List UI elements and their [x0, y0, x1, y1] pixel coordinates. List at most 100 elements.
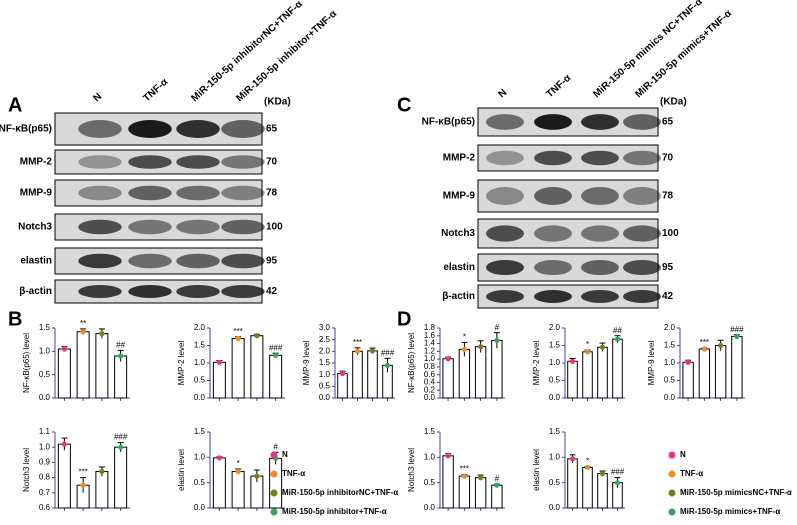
data-dot — [80, 329, 86, 335]
blot-band — [534, 290, 572, 303]
data-dot — [61, 441, 67, 447]
bar — [250, 335, 264, 399]
kda-label: 95 — [266, 256, 278, 267]
y-tick-label: 1.0 — [194, 358, 206, 367]
legend-label: TNF-α — [680, 469, 703, 478]
blot-band — [128, 155, 172, 169]
blot-band — [486, 114, 524, 130]
protein-label: β-actin — [442, 291, 475, 302]
y-tick-label: 1.0 — [319, 370, 331, 379]
y-axis-label: Notch3 level — [407, 448, 416, 492]
kda-label: 78 — [266, 188, 278, 199]
bar — [582, 466, 593, 509]
blot-band — [221, 285, 265, 298]
lane-label: N — [496, 87, 509, 100]
y-tick-label: 2.0 — [664, 323, 676, 332]
data-dot — [701, 346, 707, 352]
panel-label: A — [8, 94, 22, 116]
kda-label: 65 — [266, 124, 278, 135]
blot-band — [221, 155, 265, 169]
bar — [682, 361, 694, 399]
lane-label: N — [91, 91, 104, 104]
data-dot — [445, 356, 451, 362]
data-dot — [494, 337, 500, 344]
significance: *** — [78, 468, 87, 477]
bar — [76, 331, 90, 399]
blot-band — [623, 259, 661, 276]
legend-label: TNF-α — [282, 469, 305, 478]
data-dot — [461, 473, 467, 479]
y-tick-label: 1.5 — [664, 341, 676, 350]
bar — [474, 346, 487, 399]
blot-band — [581, 225, 619, 242]
y-tick-label: 1.5 — [424, 427, 436, 436]
blot-band — [176, 185, 220, 201]
data-dot — [569, 456, 576, 462]
blot-band — [176, 253, 220, 269]
data-dot — [99, 331, 105, 337]
y-tick-label: 0.5 — [549, 478, 561, 487]
y-tick-label: 0.5 — [424, 478, 436, 487]
kda-label: 95 — [662, 262, 674, 273]
bar — [442, 358, 454, 399]
significance: ## — [116, 341, 125, 350]
protein-label: MMP-9 — [443, 191, 476, 202]
kda-label: 78 — [662, 191, 674, 202]
y-tick-label: 0.8 — [39, 473, 51, 482]
blot-band — [534, 187, 572, 205]
bar — [491, 339, 503, 399]
legend-label: N — [282, 450, 288, 459]
blot-band — [534, 259, 572, 276]
blot-band — [486, 187, 524, 205]
blot-band — [581, 290, 619, 303]
data-dot — [599, 470, 606, 477]
bar — [458, 475, 471, 509]
bar — [567, 360, 578, 399]
y-tick-label: 0.5 — [549, 376, 561, 385]
data-dot — [216, 359, 222, 365]
significance: # — [495, 323, 500, 332]
y-tick-label: 0.0 — [39, 393, 51, 402]
bar — [212, 361, 226, 399]
panel-label: C — [397, 94, 411, 116]
y-tick-label: 0.0 — [194, 503, 206, 512]
kda-label: 65 — [662, 117, 674, 128]
blot-band — [128, 253, 172, 269]
blot-band — [176, 120, 220, 138]
data-dot — [61, 346, 67, 352]
significance: ### — [114, 433, 128, 442]
data-dot — [235, 335, 241, 342]
blot-band — [78, 219, 122, 235]
blot-band — [486, 259, 524, 276]
lane-label: TNF-α — [544, 72, 573, 100]
bar — [582, 351, 593, 399]
legend-marker — [668, 470, 676, 478]
kda-label: 42 — [266, 286, 278, 297]
bar — [597, 473, 608, 509]
blot-band — [581, 187, 619, 205]
bar — [491, 484, 503, 509]
bar — [612, 338, 623, 399]
significance: *** — [460, 465, 469, 474]
protein-label: Notch3 — [18, 222, 52, 233]
y-tick-label: 0.6 — [39, 503, 51, 512]
protein-label: elastin — [443, 262, 475, 273]
legend-marker — [668, 508, 676, 516]
data-dot — [718, 342, 724, 349]
bar — [442, 455, 454, 509]
data-dot — [369, 348, 376, 354]
y-tick-label: 1.5 — [549, 427, 561, 436]
blot-band — [221, 120, 265, 138]
blot-band — [176, 219, 220, 235]
protein-label: NF-κB(p65) — [422, 117, 475, 128]
significance: * — [586, 340, 589, 349]
data-dot — [569, 358, 576, 364]
y-tick-label: 1.5 — [549, 341, 561, 350]
bar — [714, 345, 727, 399]
bar — [231, 471, 245, 509]
y-axis-label: NF-κB(p65) level — [22, 333, 31, 393]
data-dot — [478, 475, 484, 481]
data-dot — [354, 348, 361, 354]
significance: *** — [700, 338, 709, 347]
kda-label: 100 — [662, 228, 679, 239]
